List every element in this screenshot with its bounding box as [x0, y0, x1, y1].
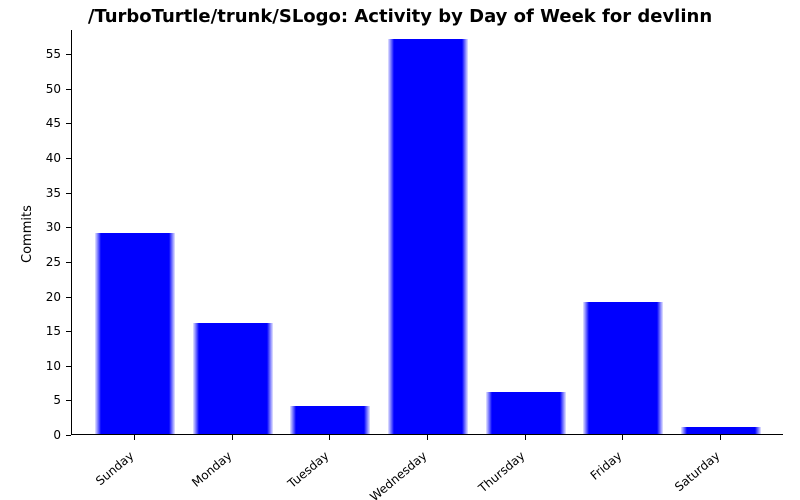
ytick-label: 25	[0, 255, 61, 269]
bar-half-right	[623, 302, 663, 434]
xtick-mark	[232, 435, 233, 440]
xtick-label: Friday	[588, 449, 625, 483]
plot-area	[71, 30, 783, 435]
bar	[95, 233, 175, 434]
xtick-label: Wednesday	[367, 449, 429, 500]
xtick-mark	[329, 435, 330, 440]
bar-half-left	[486, 392, 526, 434]
xtick-mark	[427, 435, 428, 440]
bar-half-right	[526, 392, 566, 434]
bar	[388, 39, 468, 434]
bar-half-right	[233, 323, 273, 434]
ytick-mark	[66, 400, 71, 401]
ytick-mark	[66, 227, 71, 228]
bar	[193, 323, 273, 434]
ytick-label: 55	[0, 47, 61, 61]
xtick-label: Monday	[189, 449, 234, 490]
ytick-label: 10	[0, 359, 61, 373]
ytick-mark	[66, 89, 71, 90]
bar	[681, 427, 761, 434]
bar	[290, 406, 370, 434]
xtick-mark	[720, 435, 721, 440]
ytick-label: 5	[0, 393, 61, 407]
ytick-label: 20	[0, 290, 61, 304]
bar	[486, 392, 566, 434]
ytick-label: 45	[0, 116, 61, 130]
xtick-mark	[622, 435, 623, 440]
ytick-mark	[66, 262, 71, 263]
chart-title: /TurboTurtle/trunk/SLogo: Activity by Da…	[0, 6, 800, 27]
ytick-mark	[66, 54, 71, 55]
ytick-label: 30	[0, 220, 61, 234]
ytick-mark	[66, 158, 71, 159]
bar	[583, 302, 663, 434]
bar-half-right	[330, 406, 370, 434]
bar-half-right	[721, 427, 761, 434]
bar-half-left	[583, 302, 623, 434]
ytick-label: 35	[0, 186, 61, 200]
xtick-label: Thursday	[475, 449, 527, 496]
bar-half-left	[95, 233, 135, 434]
bar-half-right	[428, 39, 468, 434]
ytick-label: 50	[0, 82, 61, 96]
bars-container	[72, 30, 783, 434]
xtick-label: Saturday	[672, 449, 722, 494]
ytick-mark	[66, 123, 71, 124]
ytick-mark	[66, 193, 71, 194]
activity-bar-chart: /TurboTurtle/trunk/SLogo: Activity by Da…	[0, 0, 800, 500]
bar-half-left	[681, 427, 721, 434]
ytick-mark	[66, 435, 71, 436]
bar-half-left	[193, 323, 233, 434]
xtick-label: Tuesday	[285, 449, 331, 491]
ytick-mark	[66, 366, 71, 367]
xtick-label: Sunday	[93, 449, 136, 489]
bar-half-left	[388, 39, 428, 434]
xtick-mark	[134, 435, 135, 440]
ytick-label: 15	[0, 324, 61, 338]
ytick-mark	[66, 331, 71, 332]
ytick-label: 40	[0, 151, 61, 165]
bar-half-right	[135, 233, 175, 434]
bar-half-left	[290, 406, 330, 434]
xtick-mark	[525, 435, 526, 440]
ytick-label: 0	[0, 428, 61, 442]
ytick-mark	[66, 297, 71, 298]
